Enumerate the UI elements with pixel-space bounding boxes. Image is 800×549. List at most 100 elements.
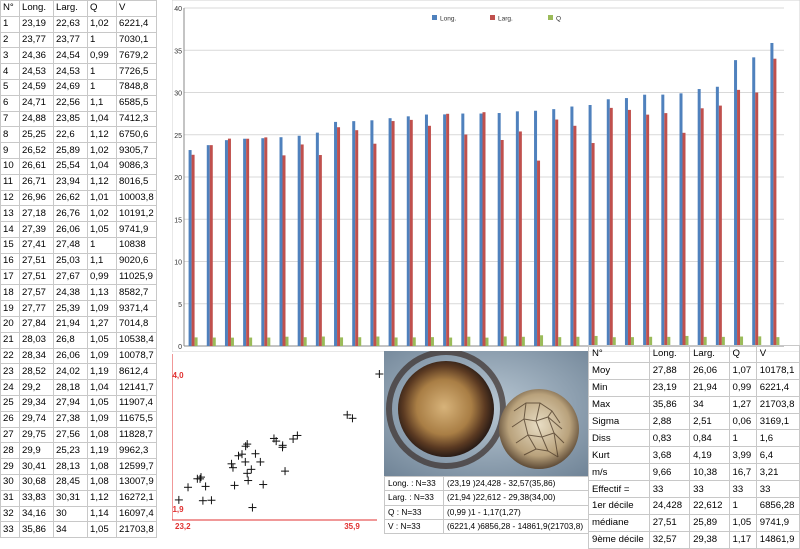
- bar-larg: [337, 127, 341, 347]
- table-cell: 26,52: [19, 142, 54, 159]
- table-cell: 25,23: [53, 442, 88, 460]
- stats-cell: 0,06: [728, 412, 757, 431]
- table-cell: 8016,5: [116, 173, 157, 191]
- scatter-point: [243, 469, 252, 478]
- bar-q: [285, 336, 289, 346]
- table-cell: 24,59: [19, 78, 54, 96]
- table-cell: 1: [87, 236, 117, 254]
- bar-q: [212, 337, 216, 346]
- stats-cell: 3,21: [755, 463, 800, 482]
- table-cell: 28,52: [19, 363, 54, 381]
- stats-cell: Effectif =: [588, 480, 650, 499]
- bar-larg: [573, 125, 577, 346]
- table-cell: 1,12: [87, 489, 117, 507]
- table-cell: 16272,1: [116, 489, 157, 507]
- summary-table: Long. : N=33 (23,19 )24,428 - 32,57(35,86…: [384, 475, 589, 535]
- stats-cell: Sigma: [588, 412, 650, 431]
- table-cell: 1,05: [87, 521, 117, 539]
- table-cell: 27,38: [53, 410, 88, 428]
- table-row: 24 29,2 28,18 1,04 12141,7: [0, 379, 157, 396]
- table-cell: 1: [87, 78, 117, 96]
- bar-long: [224, 140, 228, 346]
- table-cell: 1,05: [87, 394, 117, 412]
- table-row: 14 27,39 26,06 1,05 9741,9: [0, 221, 157, 238]
- table-cell: 1,08: [87, 426, 117, 444]
- bar-long: [424, 114, 428, 346]
- table-cell: 1,05: [87, 221, 117, 238]
- table-cell: 28,34: [19, 347, 54, 365]
- scatter-point: [293, 431, 302, 440]
- bar-larg: [664, 113, 668, 346]
- bar-long: [534, 110, 538, 346]
- summary-row: Larg. : N=33 (21,94 )22,612 - 29,38(34,00…: [384, 490, 589, 506]
- table-row: 5 24,59 24,69 1 7848,8: [0, 78, 157, 96]
- table-cell: 3: [0, 47, 20, 65]
- table-cell: 1,09: [87, 347, 117, 365]
- bar-larg: [191, 154, 195, 346]
- table-cell: 9: [0, 142, 20, 159]
- stats-cell: 25,89: [689, 513, 730, 532]
- table-cell: 6750,6: [116, 126, 157, 144]
- bar-long: [497, 113, 501, 346]
- bar-q: [230, 337, 234, 346]
- y-tick-label: 30: [174, 91, 182, 98]
- stats-cell: 1,17: [728, 530, 757, 549]
- bar-larg: [773, 58, 777, 346]
- scatter-point: [228, 463, 237, 472]
- bar-long: [588, 105, 592, 346]
- bar-q: [540, 335, 544, 346]
- bar-q: [503, 336, 507, 346]
- measurements-table: N° Long. Larg. Q V 1 23,19 22,63 1,02 6221,4 2 23,7…: [0, 0, 157, 539]
- table-row: 11 26,71 23,94 1,12 8016,5: [0, 173, 157, 191]
- table-cell: 1,09: [87, 300, 117, 317]
- stats-cell: 16,7: [728, 463, 757, 482]
- table-cell: 17: [0, 268, 20, 286]
- summary-value: (6221,4 )6856,28 - 14861,9(21703,8): [443, 518, 589, 535]
- bar-larg: [482, 112, 486, 346]
- stats-cell: 6221,4: [755, 378, 800, 397]
- stats-cell: 1: [728, 497, 757, 515]
- table-cell: 12: [0, 189, 20, 207]
- scatter-point: [198, 496, 207, 505]
- stats-cell: 24,428: [648, 497, 691, 515]
- y-tick-label: 35: [174, 48, 182, 55]
- bar-long: [406, 116, 410, 346]
- column-header: Larg.: [53, 0, 88, 17]
- table-cell: 1: [87, 63, 117, 80]
- bar-larg: [264, 137, 268, 346]
- table-cell: 27,39: [19, 221, 54, 238]
- table-row: 4 24,53 24,53 1 7726,5: [0, 63, 157, 80]
- stats-cell: 0,84: [689, 429, 730, 448]
- summary-label: V : N=33: [384, 518, 444, 535]
- table-cell: 10078,7: [116, 347, 157, 365]
- bar-q: [776, 337, 780, 346]
- table-cell: 26: [0, 410, 20, 428]
- stats-cell: 3169,1: [755, 412, 800, 431]
- table-cell: 22,63: [53, 15, 88, 33]
- stats-cell: 33: [728, 480, 757, 499]
- bar-long: [734, 60, 738, 346]
- stats-cell: Kurt: [588, 446, 650, 465]
- table-cell: 27,84: [19, 315, 54, 333]
- stats-cell: 9ème décile: [588, 530, 650, 549]
- bar-q: [412, 337, 416, 346]
- stats-row: Max 35,86 34 1,27 21703,8: [588, 395, 800, 414]
- summary-row: V : N=33 (6221,4 )6856,28 - 14861,9(21703…: [384, 518, 589, 535]
- table-cell: 28,13: [53, 458, 88, 475]
- bar-chart: 0 5 10 15 20 25 30 35 40 Long. Larg. Q: [172, 0, 800, 352]
- table-row: 2 23,77 23,77 1 7030,1: [0, 31, 157, 49]
- stats-row: Moy 27,88 26,06 1,07 10178,1: [588, 361, 800, 380]
- bar-q: [576, 336, 580, 346]
- table-cell: 23,19: [19, 15, 54, 33]
- summary-label: Larg. : N=33: [384, 490, 444, 506]
- table-cell: 11828,7: [116, 426, 157, 444]
- table-cell: 9962,3: [116, 442, 157, 460]
- table-cell: 18: [0, 284, 20, 302]
- table-cell: 1,19: [87, 363, 117, 381]
- table-cell: 29: [0, 458, 20, 475]
- stats-column-header: Long.: [648, 345, 691, 363]
- bar-larg: [627, 109, 631, 346]
- table-cell: 24: [0, 379, 20, 396]
- table-cell: 1,12: [87, 126, 117, 144]
- table-cell: 1,08: [87, 458, 117, 475]
